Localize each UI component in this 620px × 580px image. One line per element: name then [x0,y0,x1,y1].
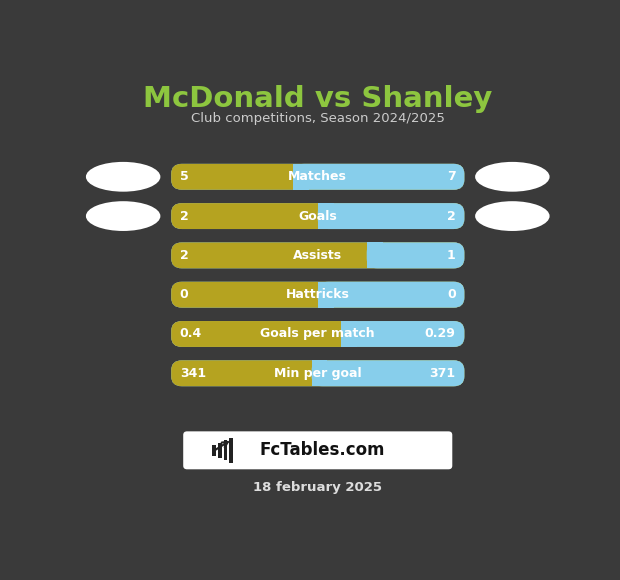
FancyBboxPatch shape [317,282,334,307]
FancyBboxPatch shape [171,282,464,307]
FancyBboxPatch shape [184,432,453,469]
Text: 2: 2 [447,209,456,223]
FancyBboxPatch shape [229,438,233,463]
FancyBboxPatch shape [171,360,464,386]
FancyBboxPatch shape [312,360,327,386]
FancyBboxPatch shape [366,242,383,269]
FancyBboxPatch shape [171,242,464,269]
Text: Matches: Matches [288,171,347,183]
Ellipse shape [475,201,549,231]
Ellipse shape [86,201,161,231]
FancyBboxPatch shape [171,164,464,190]
Text: 341: 341 [180,367,206,380]
FancyBboxPatch shape [366,242,464,269]
FancyBboxPatch shape [312,360,464,386]
Text: 0.4: 0.4 [180,328,202,340]
FancyBboxPatch shape [171,282,464,307]
Ellipse shape [86,162,161,191]
FancyBboxPatch shape [341,321,464,347]
FancyBboxPatch shape [171,360,464,386]
FancyBboxPatch shape [341,321,357,347]
Text: Club competitions, Season 2024/2025: Club competitions, Season 2024/2025 [191,112,445,125]
FancyBboxPatch shape [317,282,464,307]
FancyBboxPatch shape [293,164,464,190]
FancyBboxPatch shape [171,164,464,190]
Text: 0.29: 0.29 [425,328,456,340]
Text: 5: 5 [180,171,188,183]
FancyBboxPatch shape [171,242,464,269]
Text: 0: 0 [447,288,456,301]
Text: Goals: Goals [298,209,337,223]
Text: 1: 1 [447,249,456,262]
Text: Assists: Assists [293,249,342,262]
Text: FcTables.com: FcTables.com [260,441,385,459]
Ellipse shape [475,162,549,191]
Text: Hattricks: Hattricks [286,288,350,301]
FancyBboxPatch shape [293,164,309,190]
Text: 7: 7 [447,171,456,183]
Text: 2: 2 [180,209,188,223]
Text: Goals per match: Goals per match [260,328,375,340]
Text: McDonald vs Shanley: McDonald vs Shanley [143,85,492,113]
FancyBboxPatch shape [171,203,464,229]
Text: 2: 2 [180,249,188,262]
FancyBboxPatch shape [224,440,228,461]
FancyBboxPatch shape [171,203,464,229]
Text: 0: 0 [180,288,188,301]
Text: 18 february 2025: 18 february 2025 [253,481,383,494]
Text: Min per goal: Min per goal [274,367,361,380]
FancyBboxPatch shape [317,203,464,229]
FancyBboxPatch shape [317,203,334,229]
FancyBboxPatch shape [171,321,464,347]
Text: 371: 371 [430,367,456,380]
FancyBboxPatch shape [218,443,222,458]
FancyBboxPatch shape [212,445,216,456]
FancyBboxPatch shape [171,321,464,347]
